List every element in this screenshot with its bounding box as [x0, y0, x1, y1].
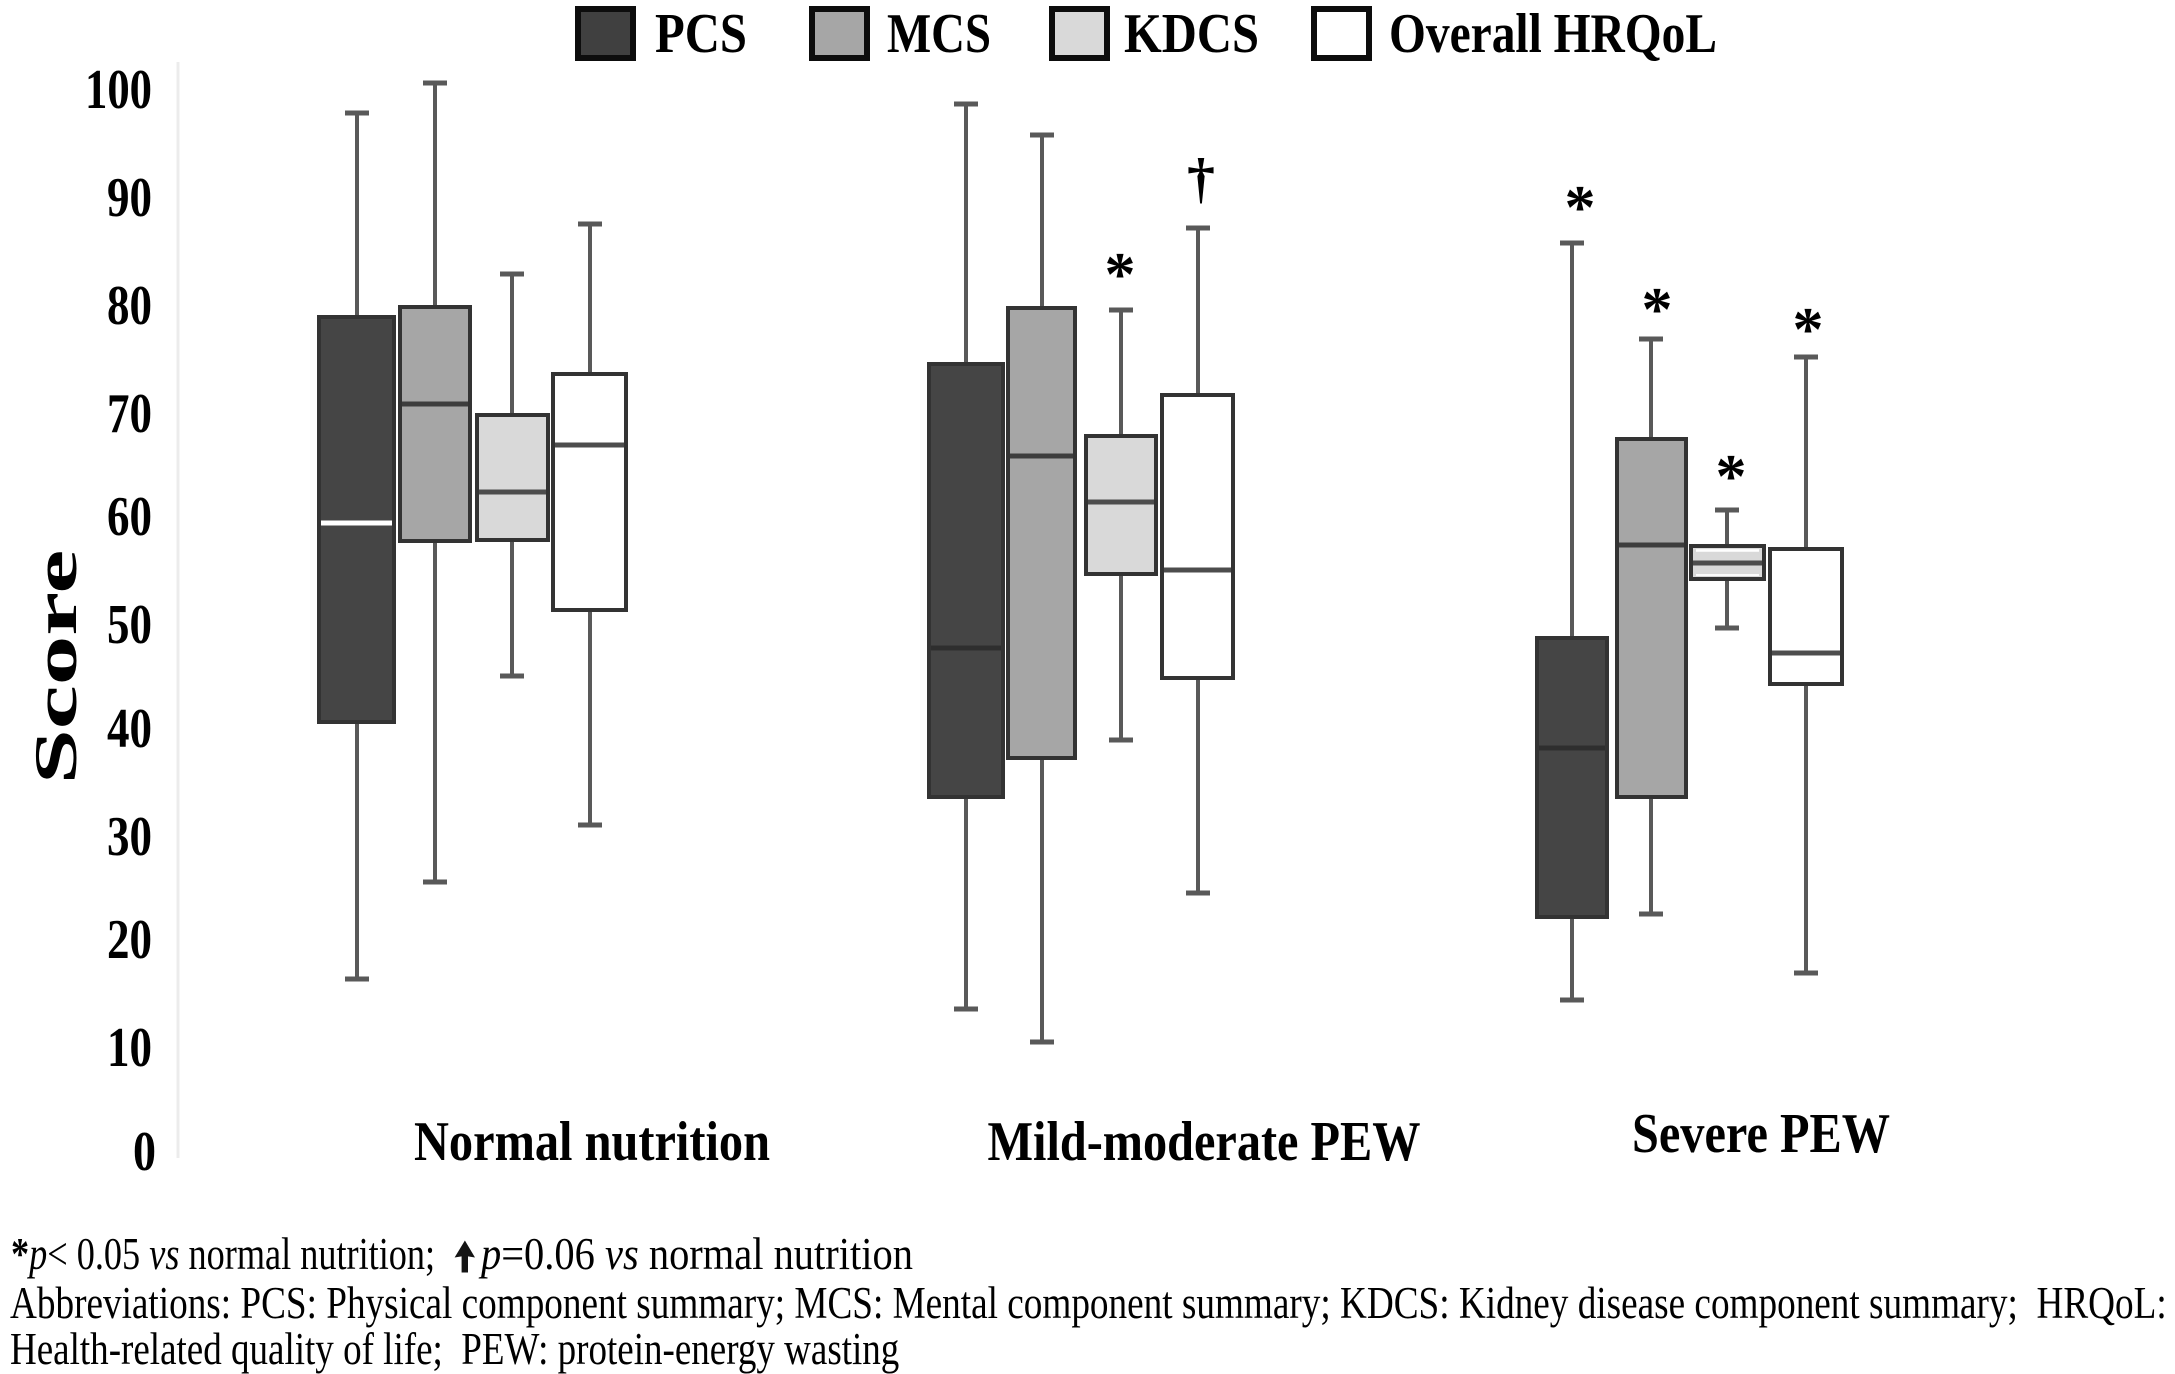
- svg-text:*: *: [1565, 174, 1596, 242]
- svg-text:Normal nutrition: Normal nutrition: [414, 1111, 770, 1173]
- svg-text:†: †: [1187, 148, 1215, 210]
- svg-text:*: *: [1105, 241, 1136, 309]
- svg-text:90: 90: [107, 167, 152, 229]
- svg-text:*: *: [1642, 276, 1673, 344]
- svg-text:20: 20: [107, 909, 152, 971]
- svg-text:*: *: [1793, 296, 1824, 364]
- svg-text:100: 100: [85, 59, 152, 121]
- svg-text:Severe PEW: Severe PEW: [1632, 1103, 1890, 1165]
- svg-text:0: 0: [133, 1121, 156, 1183]
- svg-text:p=0.06 vs normal nutrition: p=0.06 vs normal nutrition: [478, 1229, 913, 1280]
- svg-text:*: *: [1716, 443, 1747, 511]
- svg-text:70: 70: [107, 383, 152, 445]
- svg-text:Mild-moderate PEW: Mild-moderate PEW: [988, 1111, 1421, 1173]
- svg-text:50: 50: [107, 594, 152, 656]
- svg-text:10: 10: [107, 1017, 152, 1079]
- svg-text:*p< 0.05 vs normal nutrition;: *p< 0.05 vs normal nutrition;: [11, 1228, 435, 1279]
- svg-text:KDCS: KDCS: [1124, 3, 1259, 65]
- svg-text:Health-related quality of life: Health-related quality of life; PEW: pro…: [10, 1324, 899, 1374]
- svg-text:40: 40: [107, 698, 152, 760]
- svg-text:80: 80: [107, 275, 152, 337]
- svg-text:60: 60: [107, 486, 152, 548]
- svg-text:Score: Score: [22, 550, 89, 785]
- svg-text:MCS: MCS: [887, 3, 991, 65]
- svg-text:30: 30: [107, 806, 152, 868]
- svg-text:Overall HRQoL: Overall HRQoL: [1389, 3, 1717, 65]
- svg-text:Abbreviations: PCS: Physical c: Abbreviations: PCS: Physical component s…: [10, 1278, 2167, 1329]
- svg-text:PCS: PCS: [655, 3, 747, 65]
